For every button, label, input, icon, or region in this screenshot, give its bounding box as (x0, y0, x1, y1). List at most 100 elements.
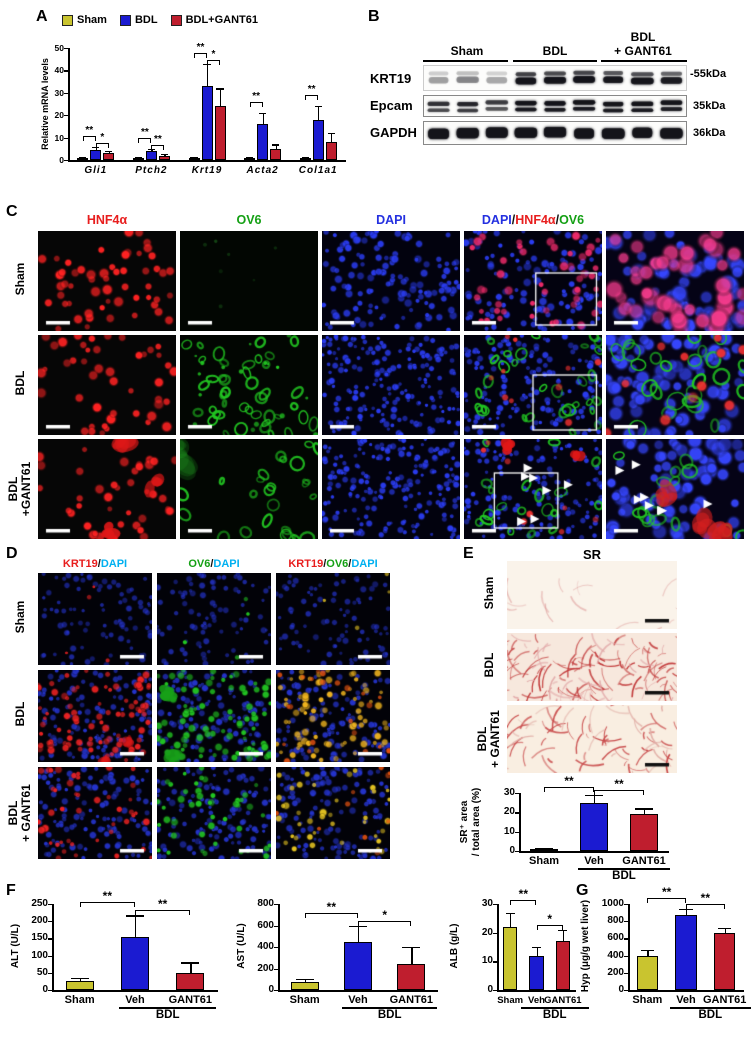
y-tick-label: 0 (618, 984, 624, 995)
y-tick (64, 115, 68, 117)
bar (188, 157, 200, 160)
x-category-label: Sham (632, 994, 663, 1006)
y-tick-label: 0 (268, 984, 274, 995)
micrograph-canvas (606, 335, 744, 435)
mrna-chart: 0 10 20 30 40 50 Gli1 Ptch2 Krt19 Acta2 Col1a1 ** * *… (30, 8, 360, 204)
y-tick-label: 600 (607, 932, 624, 944)
y-tick (274, 947, 278, 949)
group-underline (520, 1007, 589, 1009)
legend-label: Sham (77, 14, 107, 26)
y-tick-label: 20 (54, 110, 64, 121)
bar (325, 142, 337, 160)
micrograph-e2 (507, 633, 677, 701)
sig-label: ** (140, 126, 149, 138)
panel-a: A Sham BDL BDL+GANT61 Relative mRNA levels… (30, 8, 360, 204)
error-cap (679, 909, 693, 911)
y-tick-label: 400 (607, 949, 624, 961)
bar (530, 849, 558, 852)
error-bar (275, 144, 277, 149)
error-bar (262, 112, 264, 125)
sig-bracket (304, 912, 358, 918)
bar (630, 814, 658, 851)
y-tick-label: 0 (509, 845, 515, 856)
micrograph-e1 (507, 561, 677, 629)
sig-label: * (100, 132, 105, 144)
y-tick-label: 20 (503, 806, 515, 818)
error-cap (272, 144, 280, 146)
error-bar (594, 794, 596, 803)
header-part: OV6 (559, 213, 585, 227)
micrograph-canvas (276, 767, 390, 859)
y-tick-label: 250 (31, 898, 48, 909)
legend-label: BDL+GANT61 (185, 14, 259, 26)
error-bar (207, 63, 209, 87)
error-cap (531, 947, 542, 949)
x-category-label: GANT61 (168, 994, 213, 1006)
error-bar (644, 808, 646, 815)
y-tick (48, 990, 52, 992)
panel-g-label: G (576, 882, 589, 899)
error-cap (216, 88, 224, 90)
micrograph-canvas (464, 231, 602, 331)
micrograph-canvas (38, 439, 176, 539)
y-tick-label: 30 (481, 898, 493, 909)
x-axis (497, 990, 576, 992)
micrograph-d21 (38, 670, 152, 762)
micrograph-d23 (276, 670, 390, 762)
y-tick (48, 904, 52, 906)
x-category-label: GANT61 (702, 994, 747, 1006)
micrograph-canvas (507, 561, 677, 629)
group-underline (513, 60, 597, 62)
x-category-label: GANT61 (622, 855, 666, 867)
error-cap (126, 915, 144, 917)
error-bar (304, 978, 306, 982)
legend-item: Sham (62, 14, 107, 26)
bar (65, 981, 94, 990)
y-tick (48, 955, 52, 957)
sig-label: * (382, 907, 387, 922)
y-tick (493, 932, 497, 934)
sig-label: ** (196, 41, 205, 53)
error-bar (647, 949, 649, 957)
error-cap (105, 151, 113, 153)
x-axis (628, 990, 744, 992)
error-cap (190, 156, 198, 159)
y-tick (624, 955, 628, 957)
x-category-label: Sham (529, 855, 559, 867)
legend: Sham BDL BDL+GANT61 (62, 14, 258, 26)
column-header-krt19-dapi: KRT19/DAPI (38, 557, 152, 571)
error-cap (402, 947, 421, 949)
y-tick (274, 925, 278, 927)
group-label: BDL (377, 1009, 402, 1021)
group-underline (342, 1007, 438, 1009)
x-category-label: Sham (64, 994, 95, 1006)
error-cap (535, 848, 553, 850)
error-cap (327, 133, 335, 135)
bar (636, 956, 658, 990)
protein-label-gapdh: GAPDH (370, 125, 417, 140)
error-cap (181, 962, 200, 964)
y-tick-label: 40 (54, 65, 64, 76)
bar (344, 941, 372, 990)
header-part: DAPI (351, 558, 378, 570)
alt-chart: 0 50 100 150 200 250 Sham Veh GANT61 BDL ** ** (0, 882, 580, 1049)
protein-label-epcam: Epcam (370, 98, 413, 113)
micrograph-canvas (464, 439, 602, 539)
sr-title: SR (582, 547, 602, 562)
micrograph-c14 (464, 231, 602, 331)
y-tick-label: 800 (607, 915, 624, 927)
error-bar (358, 925, 360, 942)
micrograph-canvas (157, 670, 271, 762)
sr-chart: 0 10 20 30 Sham Veh GANT61 BDL ** ** (455, 545, 754, 890)
group-label: BDL (612, 870, 636, 882)
sig-label: ** (518, 886, 528, 901)
micrograph-c21 (38, 335, 176, 435)
header-part: / (323, 558, 327, 570)
panel-f: F ALT (U/L) AST (U/L) ALB (g/L) 0 50 100 15… (0, 882, 589, 1049)
micrograph-canvas (606, 439, 744, 539)
column-header-dapi: DAPI (322, 213, 460, 228)
error-cap (505, 912, 515, 914)
micrograph-c33 (322, 439, 460, 539)
x-category-label: GANT61 (544, 995, 582, 1006)
micrograph-c31 (38, 439, 176, 539)
